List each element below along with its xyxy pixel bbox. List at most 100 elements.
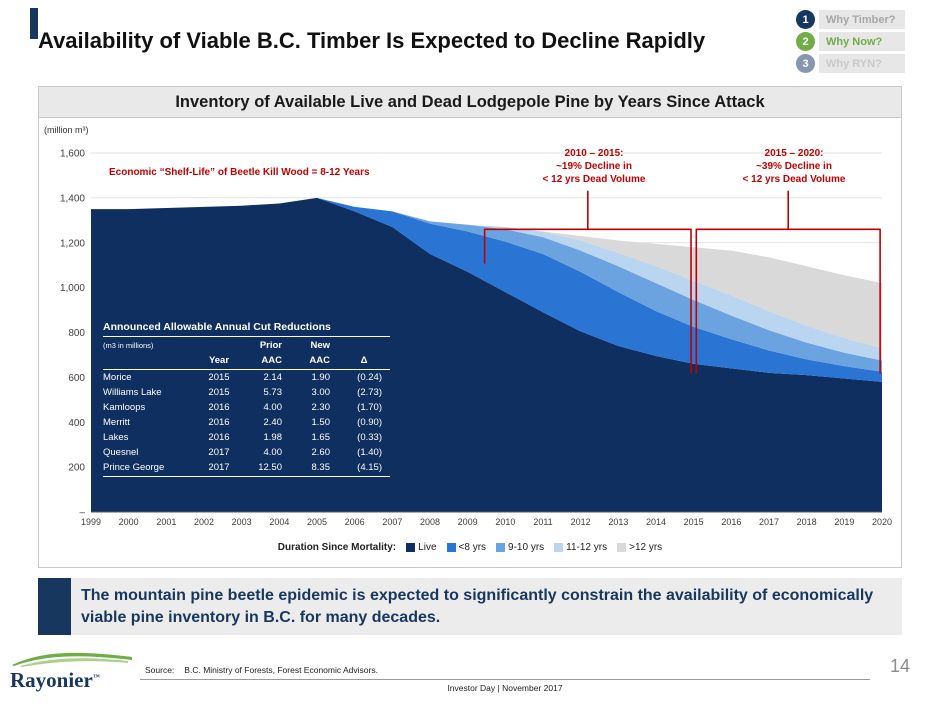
svg-text:2016: 2016 (721, 517, 741, 527)
table-cell: 4.00 (263, 447, 283, 458)
table-cell: (0.90) (357, 417, 382, 428)
footer-divider (140, 679, 870, 680)
logo-trademark: ™ (92, 673, 100, 681)
annotation-line: 2015 – 2020: (764, 148, 824, 159)
table-cell: 2017 (198, 460, 240, 477)
logo-leaf-swoosh-icon (12, 652, 132, 667)
decline-annotation-2015-2020: 2015 – 2020: ~39% Decline in < 12 yrs De… (694, 147, 894, 186)
svg-text:2009: 2009 (458, 517, 478, 527)
legend-label: <8 yrs (458, 542, 487, 553)
svg-text:1,400: 1,400 (60, 193, 85, 204)
chart-title: Inventory of Available Live and Dead Lod… (39, 87, 901, 118)
table-cell-empty (103, 353, 198, 370)
legend-swatch (496, 543, 506, 552)
chart-panel: Inventory of Available Live and Dead Lod… (38, 86, 902, 568)
table-group-header-row: (m3 in millions) Prior New (103, 338, 390, 353)
svg-text:400: 400 (68, 418, 85, 429)
area-<8 yrs (91, 197, 882, 382)
area-9-10 yrs (91, 197, 882, 372)
area->12 yrs (91, 197, 882, 349)
svg-text:2007: 2007 (382, 517, 402, 527)
table-row: Morice 2015 2.14 1.90 (0.24) (103, 370, 390, 386)
table-cell: Prince George (103, 460, 198, 477)
table-cell: 2.30 (311, 402, 331, 413)
table-cell-empty (338, 338, 390, 353)
col-header-prior-aac: AAC (240, 353, 290, 370)
stacked-area-chart: – 200 400 600 800 1,000 1,200 1,400 1,600 1999 200… (60, 149, 892, 528)
svg-text:2013: 2013 (608, 517, 628, 527)
table-cell: (1.40) (357, 447, 382, 458)
logo-wordmark: Rayonier™ (10, 667, 135, 691)
source-note: Source: B.C. Ministry of Forests, Forest … (145, 665, 378, 675)
table-cell: (2.73) (357, 387, 382, 398)
col-header-year: Year (198, 353, 240, 370)
table-cell: 2.14 (263, 372, 283, 383)
svg-text:2015: 2015 (684, 517, 704, 527)
svg-text:2004: 2004 (269, 517, 289, 527)
rayonier-logo: Rayonier™ (10, 650, 135, 691)
bracket-annotations (483, 190, 881, 374)
legend-label: >12 yrs (629, 542, 663, 553)
svg-text:2011: 2011 (533, 517, 552, 527)
svg-text:2008: 2008 (420, 517, 440, 527)
svg-text:1,600: 1,600 (60, 149, 85, 160)
decline-bracket (483, 190, 692, 374)
area-series (91, 197, 882, 512)
svg-text:2003: 2003 (232, 517, 252, 527)
nav-label: Why RYN? (819, 54, 905, 73)
legend-item: <8 yrs (446, 542, 487, 553)
table-row: Williams Lake 2015 5.73 3.00 (2.73) (103, 385, 390, 400)
legend-item: Live (406, 542, 437, 553)
svg-text:2020: 2020 (872, 517, 892, 527)
legend-item: 11-12 yrs (554, 542, 607, 553)
table-cell: 2.40 (263, 417, 283, 428)
legend-swatch (446, 543, 456, 552)
nav-label: Why Timber? (819, 10, 905, 29)
table-cell: 3.00 (311, 387, 331, 398)
table-cell: 1.65 (311, 432, 331, 443)
decline-bracket (695, 190, 881, 374)
legend-swatch (554, 543, 564, 552)
table-cell: 2.60 (311, 447, 331, 458)
table-cell: Quesnel (103, 447, 139, 458)
svg-text:2001: 2001 (156, 517, 176, 527)
plot-area: – 200 400 600 800 1,000 1,200 1,400 1,600 1999 200… (39, 121, 901, 535)
title-accent-bar (30, 8, 38, 39)
table-cell: (0.24) (357, 372, 382, 383)
nav-badge-why-now: 2 Why Now? (796, 32, 905, 51)
annotation-line: < 12 yrs Dead Volume (542, 174, 646, 185)
svg-text:2017: 2017 (759, 517, 779, 527)
table-cell: 2016 (208, 402, 230, 413)
table-row: Lakes 2016 1.98 1.65 (0.33) (103, 430, 390, 445)
col-header-delta: Δ (338, 353, 390, 370)
svg-text:2002: 2002 (194, 517, 214, 527)
table-row: Quesnel 2017 4.00 2.60 (1.40) (103, 445, 390, 460)
table-cell: 8.35 (290, 460, 338, 477)
annotation-line: ~19% Decline in (556, 161, 632, 172)
shelf-life-annotation: Economic “Shelf-Life” of Beetle Kill Woo… (109, 167, 370, 178)
nav-label: Why Now? (819, 32, 905, 51)
table-row: Prince George 2017 12.50 8.35 (4.15) (103, 460, 390, 477)
table-cell: Williams Lake (103, 387, 162, 398)
col-group-new: New (310, 340, 330, 351)
table-cell: 1.98 (263, 432, 283, 443)
legend-label: 9-10 yrs (508, 542, 545, 553)
table-row: Merritt 2016 2.40 1.50 (0.90) (103, 415, 390, 430)
svg-text:1,200: 1,200 (60, 238, 85, 249)
table-header-row: Year AAC AAC Δ (103, 353, 390, 370)
svg-text:2010: 2010 (495, 517, 515, 527)
table-cell: 2016 (208, 432, 230, 443)
svg-text:2012: 2012 (571, 517, 591, 527)
table-row: Kamloops 2016 4.00 2.30 (1.70) (103, 400, 390, 415)
table-cell: 2017 (208, 447, 230, 458)
nav-number-badge: 2 (796, 32, 815, 51)
legend-title: Duration Since Mortality: (277, 542, 397, 553)
table-cell: Merritt (103, 417, 130, 428)
aac-reductions-table: Announced Allowable Annual Cut Reduction… (103, 321, 390, 477)
decline-annotation-2010-2015: 2010 – 2015: ~19% Decline in < 12 yrs De… (494, 147, 694, 186)
annotation-line: ~39% Decline in (756, 161, 832, 172)
legend-item: 9-10 yrs (496, 542, 544, 553)
svg-text:200: 200 (68, 463, 85, 474)
svg-text:–: – (79, 508, 85, 519)
nav-number-badge: 1 (796, 10, 815, 29)
